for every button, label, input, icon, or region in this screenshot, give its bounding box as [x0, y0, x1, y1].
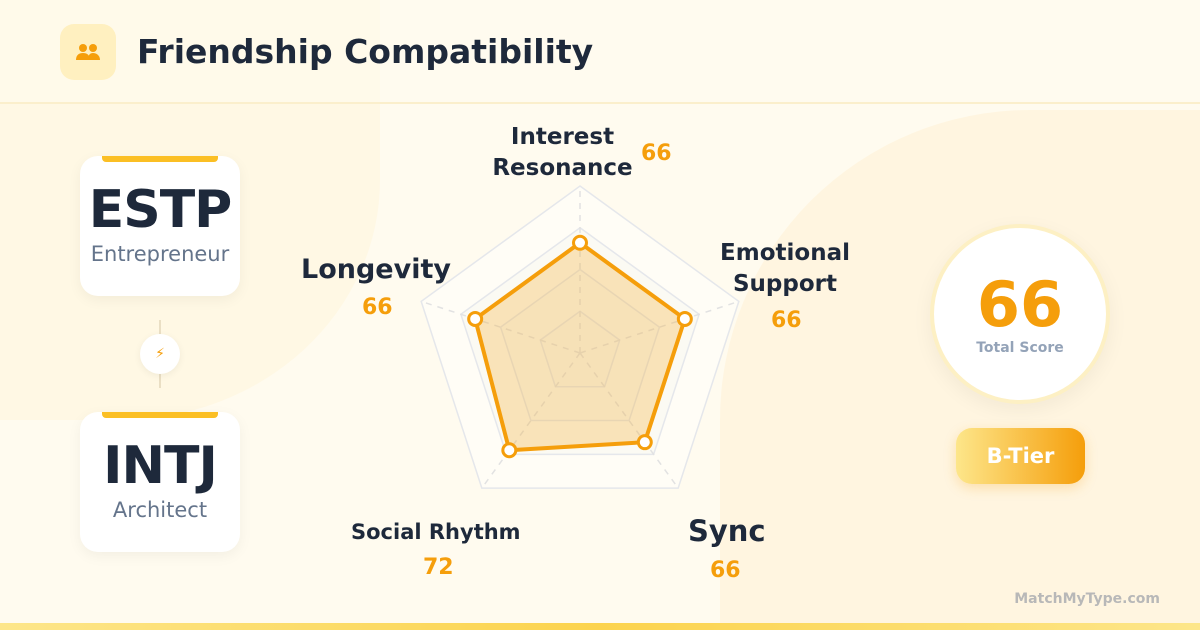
type-card-intj: INTJ Architect [80, 412, 240, 552]
type-name: Entrepreneur [90, 242, 230, 266]
grid-spoke [481, 352, 581, 489]
type-name: Architect [112, 498, 208, 522]
header: Friendship Compatibility [0, 0, 1200, 104]
total-score-label: Total Score [976, 340, 1064, 356]
data-point [636, 434, 653, 451]
data-area [473, 240, 687, 453]
axis-label-emotional: Emotional Support [720, 240, 850, 297]
grid-ring [499, 268, 661, 422]
card-accent [102, 412, 218, 418]
users-icon [60, 24, 116, 80]
tier-badge: B-Tier [956, 428, 1085, 484]
total-score-badge: 66 Total Score [930, 224, 1110, 404]
type-code: INTJ [103, 436, 218, 496]
value-sync: 66 [710, 558, 741, 583]
footer-brand: MatchMyType.com [1014, 591, 1160, 607]
value-interest: 66 [641, 141, 672, 166]
bottom-bar [0, 623, 1200, 630]
card-accent [102, 156, 218, 162]
grid-spoke [579, 352, 679, 489]
value-longevity: 66 [362, 295, 393, 320]
value-emotional: 66 [771, 308, 802, 333]
data-point [572, 234, 588, 251]
value-social: 72 [423, 555, 454, 580]
data-point [467, 310, 484, 327]
axis-label-interest: Interest Resonance [492, 124, 633, 181]
type-card-estp: ESTP Entrepreneur [80, 156, 240, 296]
data-point [676, 310, 693, 327]
page-title: Friendship Compatibility [137, 32, 594, 71]
axis-label-social: Social Rhythm [351, 520, 521, 544]
bolt-icon: ⚡ [140, 334, 180, 374]
axis-label-longevity: Longevity [301, 254, 451, 285]
total-score: 66 [976, 268, 1064, 341]
grid-spoke [579, 300, 740, 354]
grid-spoke [420, 300, 581, 354]
axis-label-sync: Sync [688, 514, 766, 548]
type-code: ESTP [88, 180, 233, 240]
data-point [501, 442, 518, 459]
